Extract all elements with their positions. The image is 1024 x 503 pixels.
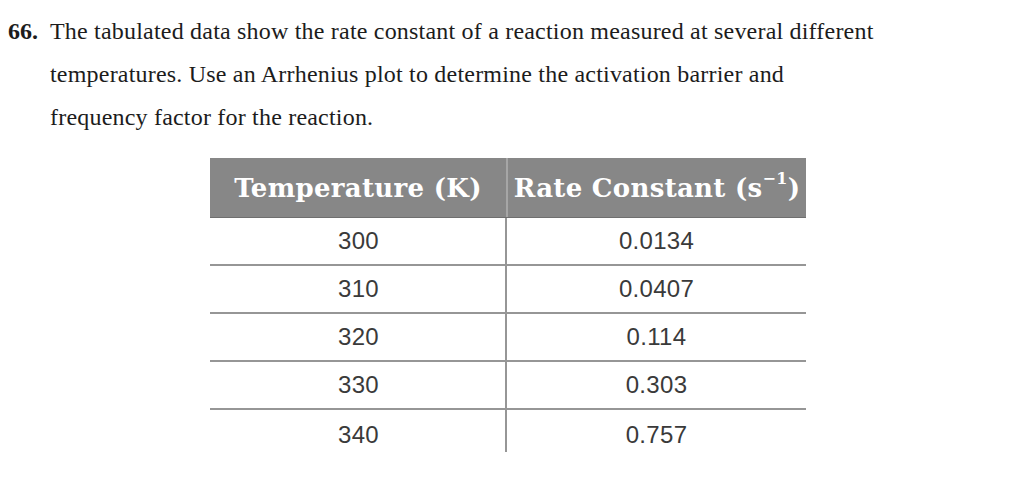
problem-text-line-2: temperatures. Use an Arrhenius plot to d… [50, 53, 874, 96]
superscript-exponent: −1 [763, 169, 788, 188]
temperature-cell: 310 [210, 275, 507, 303]
problem-text-line-3: frequency factor for the reaction. [50, 96, 874, 139]
header-cell-rate-constant: Rate Constant (s−1) [508, 158, 806, 217]
rate-constant-cell: 0.114 [507, 323, 806, 351]
problem-text-line-1: The tabulated data show the rate constan… [50, 10, 874, 53]
table-row: 320 0.114 [210, 314, 806, 362]
temperature-cell: 320 [210, 323, 507, 351]
rate-constant-cell: 0.303 [507, 371, 806, 399]
rate-constant-cell: 0.0134 [507, 227, 806, 255]
temperature-cell: 300 [210, 227, 507, 255]
rate-constant-label: Rate Constant (s [514, 173, 763, 203]
rate-constant-table: Temperature (K) Rate Constant (s−1) 300 … [210, 158, 806, 460]
table-row: 300 0.0134 [210, 218, 806, 266]
problem-statement: 66. The tabulated data show the rate con… [8, 10, 998, 139]
problem-text: The tabulated data show the rate constan… [50, 10, 874, 139]
table-body: 300 0.0134 310 0.0407 320 0.114 330 0.30… [210, 218, 806, 460]
table-row: 330 0.303 [210, 362, 806, 410]
body-column-divider [505, 218, 507, 452]
problem-number: 66. [8, 10, 50, 53]
temperature-cell: 330 [210, 371, 507, 399]
table-header-row: Temperature (K) Rate Constant (s−1) [210, 158, 806, 218]
table-row: 340 0.757 [210, 410, 806, 460]
rate-constant-cell: 0.0407 [507, 275, 806, 303]
header-cell-temperature: Temperature (K) [210, 158, 506, 217]
rate-constant-label-close: ) [788, 173, 801, 203]
table-row: 310 0.0407 [210, 266, 806, 314]
rate-constant-cell: 0.757 [507, 421, 806, 449]
temperature-cell: 340 [210, 421, 507, 449]
